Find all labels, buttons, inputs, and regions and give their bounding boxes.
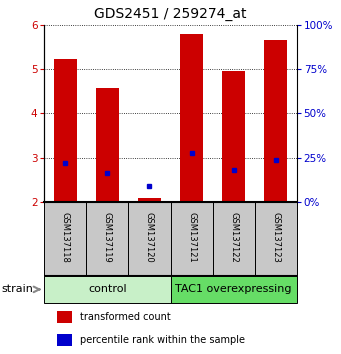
Bar: [222, 71, 245, 202]
Bar: [170, 202, 212, 276]
Text: transformed count: transformed count: [80, 312, 170, 322]
Text: percentile rank within the sample: percentile rank within the sample: [80, 335, 244, 346]
Bar: [170, 276, 297, 303]
Bar: [255, 202, 297, 276]
Bar: [86, 202, 129, 276]
Text: GSM137123: GSM137123: [271, 212, 280, 263]
Bar: [44, 202, 86, 276]
Bar: [180, 34, 203, 202]
Text: TAC1 overexpressing: TAC1 overexpressing: [175, 284, 292, 295]
Bar: [54, 59, 77, 202]
Bar: [138, 198, 161, 202]
Bar: [57, 312, 72, 323]
Bar: [212, 202, 255, 276]
Text: GSM137119: GSM137119: [103, 212, 112, 263]
Text: GSM137118: GSM137118: [61, 212, 70, 263]
Bar: [96, 88, 119, 202]
Title: GDS2451 / 259274_at: GDS2451 / 259274_at: [94, 7, 247, 21]
Bar: [129, 202, 170, 276]
Text: GSM137121: GSM137121: [187, 212, 196, 263]
Text: GSM137120: GSM137120: [145, 212, 154, 263]
Bar: [57, 334, 72, 346]
Text: strain: strain: [2, 284, 33, 295]
Text: control: control: [88, 284, 127, 295]
Text: GSM137122: GSM137122: [229, 212, 238, 263]
Bar: [44, 276, 170, 303]
Bar: [264, 40, 287, 202]
